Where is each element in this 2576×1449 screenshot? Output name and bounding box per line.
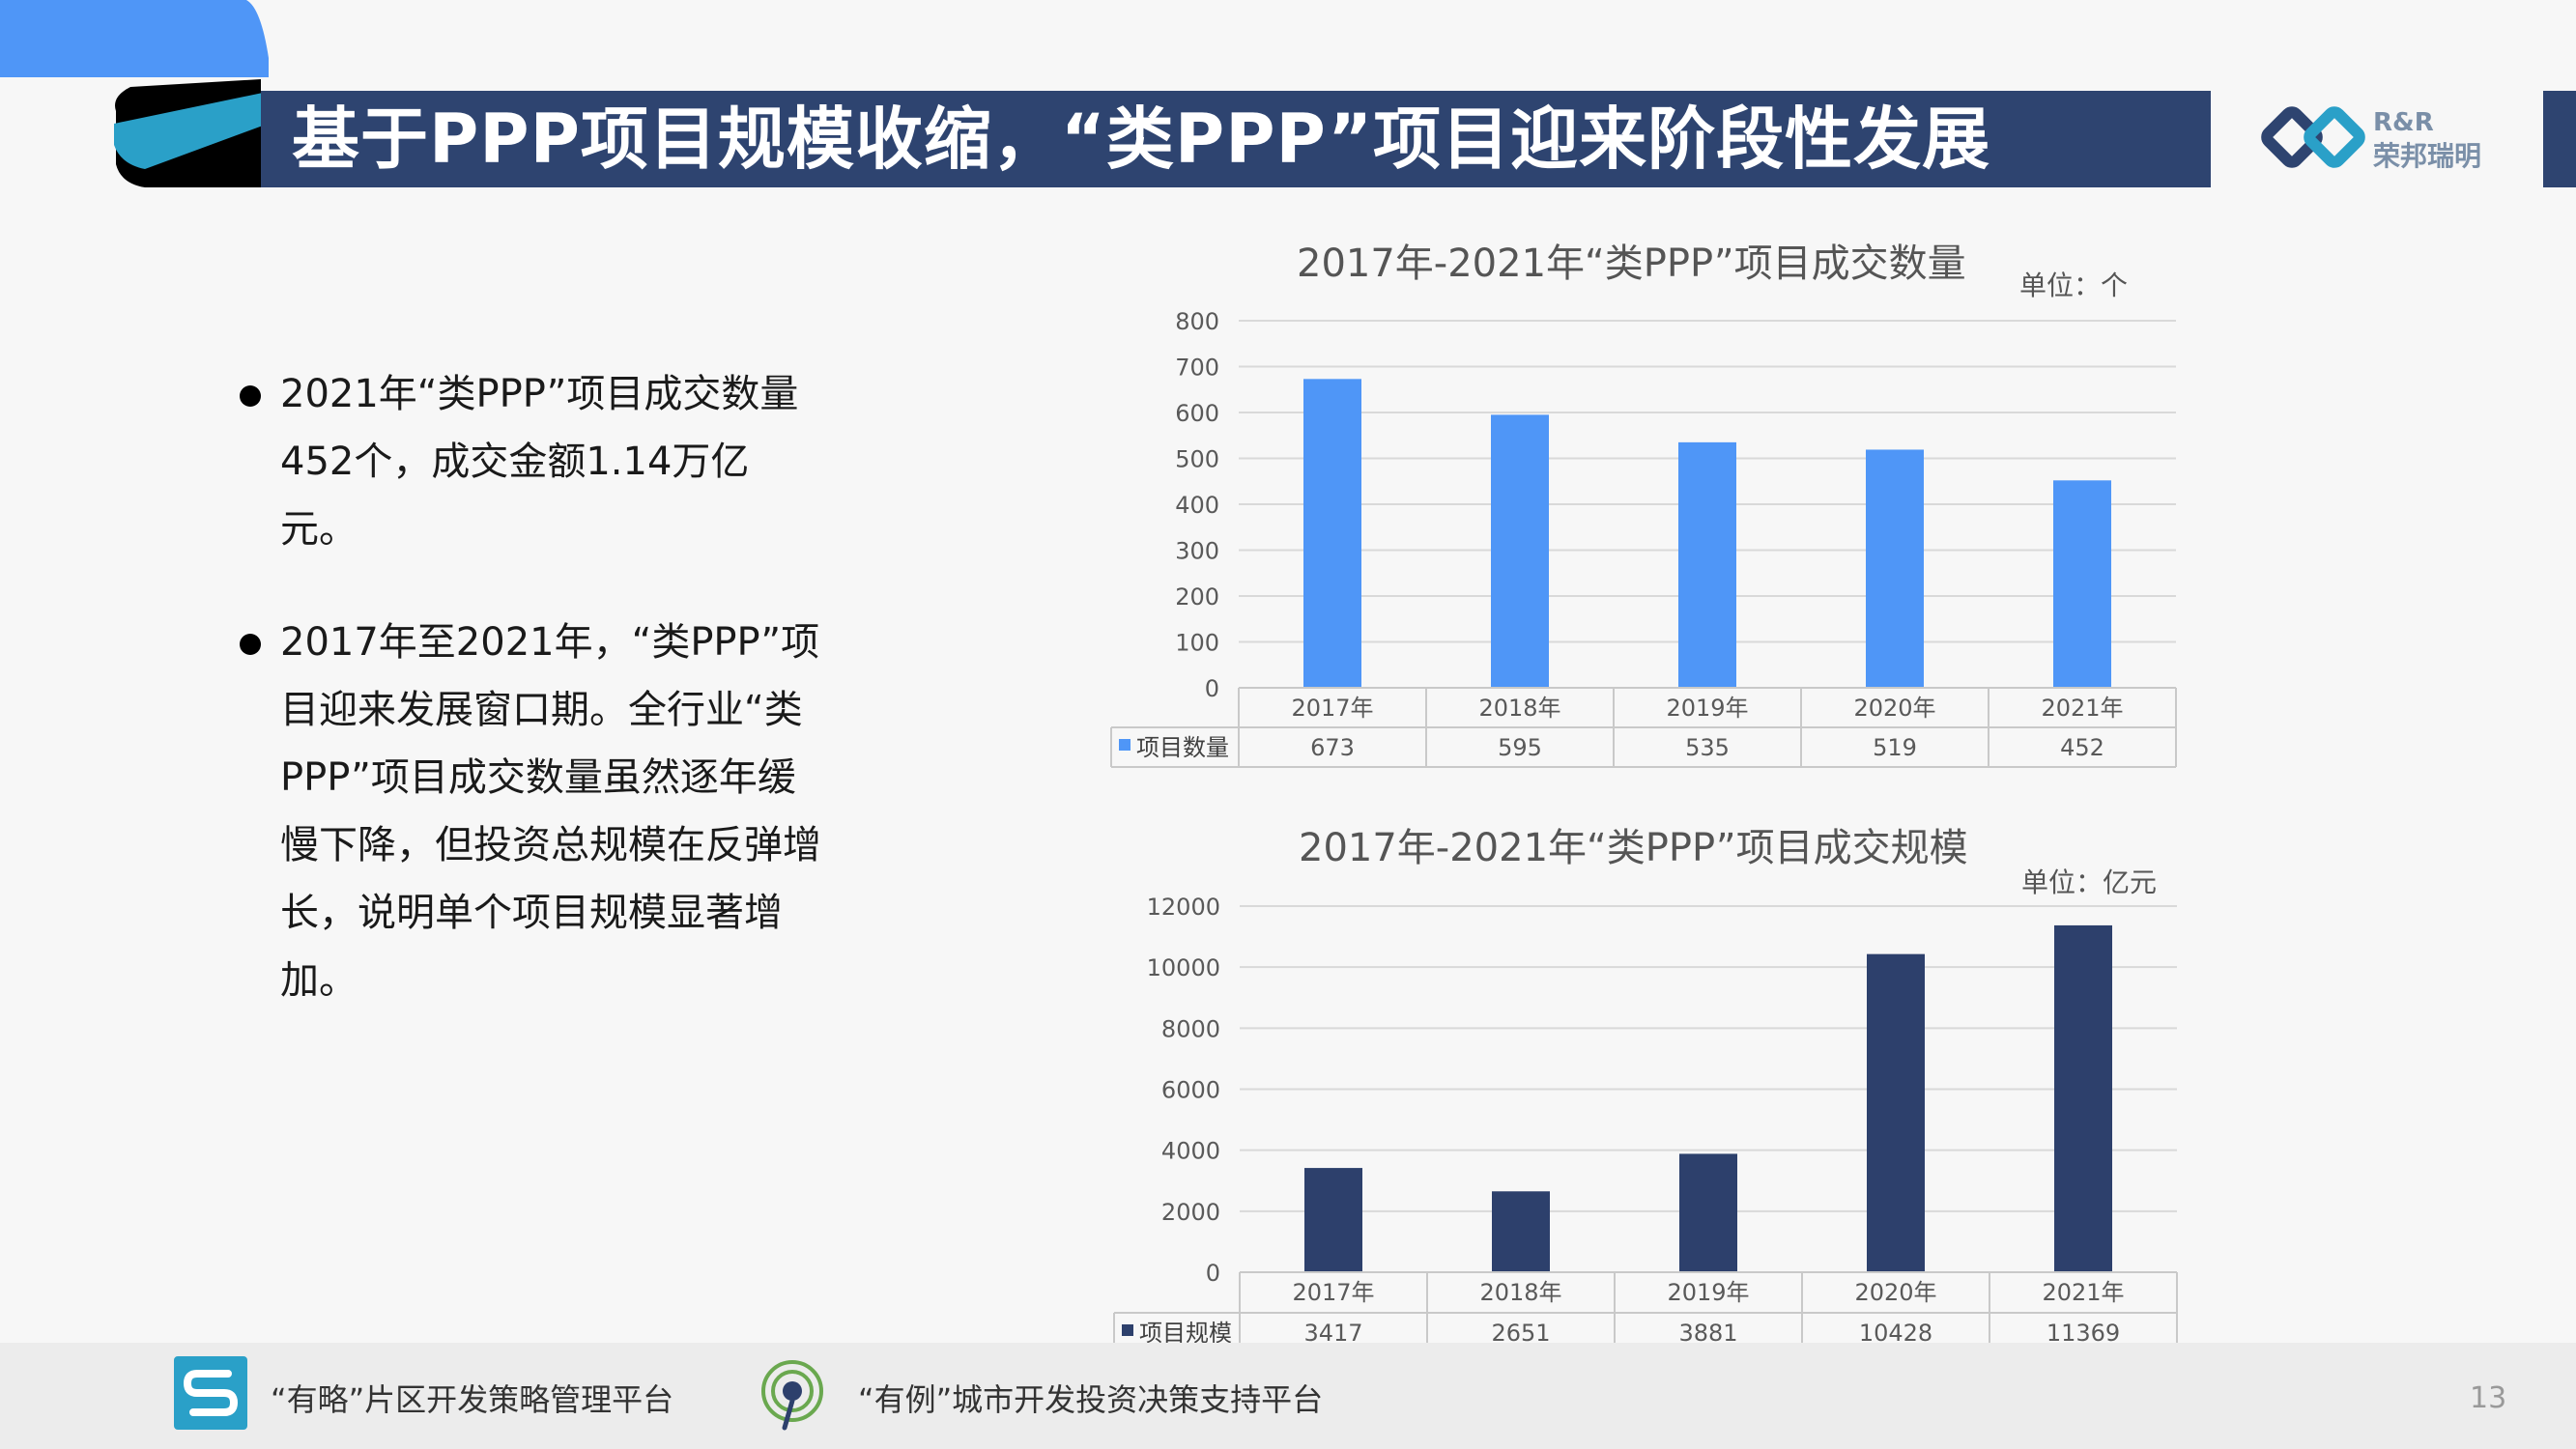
y-tick-label: 0 xyxy=(1206,1260,1220,1287)
y-tick-label: 4000 xyxy=(1161,1138,1220,1165)
company-logo-icon xyxy=(2261,106,2365,168)
chart2-bar-chart: 0 2000 4000 6000 8000 10000 12000 2017年 3417 2018… xyxy=(1113,894,2178,1354)
x-category-label: 2019年 xyxy=(1667,1279,1749,1306)
chart1-bar-chart: 0 100 200 300 400 500 600 700 800 2017年 673 2018年 59… xyxy=(1110,308,2177,768)
x-category-label: 2018年 xyxy=(1478,695,1560,722)
legend-label: 项目规模 xyxy=(1139,1320,1232,1347)
bullet-dot xyxy=(240,385,261,407)
data-table-value: 10428 xyxy=(1859,1320,1932,1347)
logo-text-en: R&R xyxy=(2373,108,2434,137)
data-table-value: 3417 xyxy=(1303,1320,1362,1347)
bar xyxy=(1678,441,1736,688)
y-tick-label: 8000 xyxy=(1161,1015,1220,1042)
footer xyxy=(0,1343,2576,1449)
x-category-label: 2017年 xyxy=(1292,1279,1374,1306)
youli-platform-icon xyxy=(761,1360,823,1431)
y-tick-label: 12000 xyxy=(1147,894,1220,921)
bar xyxy=(1867,953,1925,1272)
data-table-value: 2651 xyxy=(1491,1320,1550,1347)
header-decoration xyxy=(0,0,269,187)
y-tick-label: 2000 xyxy=(1161,1199,1220,1226)
bullet-item-2: 2017年至2021年，“类PPP”项目迎来发展窗口期。全行业“类PPP”项目成… xyxy=(240,609,821,1014)
x-category-label: 2018年 xyxy=(1479,1279,1561,1306)
y-tick-label: 400 xyxy=(1175,492,1219,519)
page-number: 13 xyxy=(2470,1381,2507,1415)
x-category-label: 2019年 xyxy=(1666,695,1748,722)
chart2-title: 2017年-2021年“类PPP”项目成交规模 xyxy=(1299,826,1968,870)
legend-key xyxy=(1119,739,1131,751)
youlue-platform-icon xyxy=(174,1356,247,1430)
data-table-value: 3881 xyxy=(1678,1320,1737,1347)
chart2-unit: 单位：亿元 xyxy=(2021,867,2158,898)
legend-label: 项目数量 xyxy=(1136,734,1229,761)
bar xyxy=(2053,480,2111,688)
y-tick-label: 0 xyxy=(1205,675,1219,702)
y-tick-label: 6000 xyxy=(1161,1077,1220,1104)
y-tick-label: 800 xyxy=(1175,308,1219,335)
bar xyxy=(1304,1168,1362,1272)
bar xyxy=(1679,1153,1737,1272)
x-category-label: 2021年 xyxy=(2041,695,2123,722)
data-table-value: 595 xyxy=(1498,734,1542,761)
x-category-label: 2021年 xyxy=(2042,1279,2124,1306)
right-edge-tab xyxy=(2543,91,2576,187)
bar xyxy=(1303,379,1361,688)
data-table-value: 519 xyxy=(1873,734,1917,761)
y-tick-label: 500 xyxy=(1175,446,1219,473)
bar xyxy=(1866,449,1924,688)
title-bar xyxy=(261,91,2211,187)
data-table-value: 452 xyxy=(2060,734,2104,761)
legend-key xyxy=(1122,1324,1133,1336)
y-tick-label: 700 xyxy=(1175,355,1219,382)
bullet-item-1: 2021年“类PPP”项目成交数量452个，成交金额1.14万亿元。 xyxy=(240,360,821,563)
x-category-label: 2020年 xyxy=(1854,1279,1936,1306)
logo-text-cn: 荣邦瑞明 xyxy=(2373,140,2482,172)
y-tick-label: 300 xyxy=(1175,538,1219,565)
chart1-title: 2017年-2021年“类PPP”项目成交数量 xyxy=(1297,242,1966,286)
footer-platform-1: “有略”片区开发策略管理平台 xyxy=(271,1381,674,1418)
x-category-label: 2020年 xyxy=(1853,695,1935,722)
bullet-text: 2017年至2021年，“类PPP”项目迎来发展窗口期。全行业“类PPP”项目成… xyxy=(280,620,821,1003)
bar xyxy=(2054,924,2112,1272)
bar xyxy=(1491,414,1549,688)
y-tick-label: 200 xyxy=(1175,583,1219,611)
y-tick-label: 10000 xyxy=(1147,954,1220,981)
x-category-label: 2017年 xyxy=(1291,695,1373,722)
bullet-dot xyxy=(240,634,261,655)
bullet-text: 2021年“类PPP”项目成交数量452个，成交金额1.14万亿元。 xyxy=(280,372,799,552)
page-title: 基于PPP项目规模收缩，“类PPP”项目迎来阶段性发展 xyxy=(292,99,1991,179)
chart1-unit: 单位：个 xyxy=(2019,270,2129,301)
data-table-value: 11369 xyxy=(2046,1320,2120,1347)
bar xyxy=(1492,1191,1550,1272)
y-tick-label: 600 xyxy=(1175,400,1219,427)
data-table-value: 673 xyxy=(1310,734,1355,761)
footer-platform-2: “有例”城市开发投资决策支持平台 xyxy=(858,1381,1324,1418)
data-table-value: 535 xyxy=(1685,734,1730,761)
y-tick-label: 100 xyxy=(1175,630,1219,657)
